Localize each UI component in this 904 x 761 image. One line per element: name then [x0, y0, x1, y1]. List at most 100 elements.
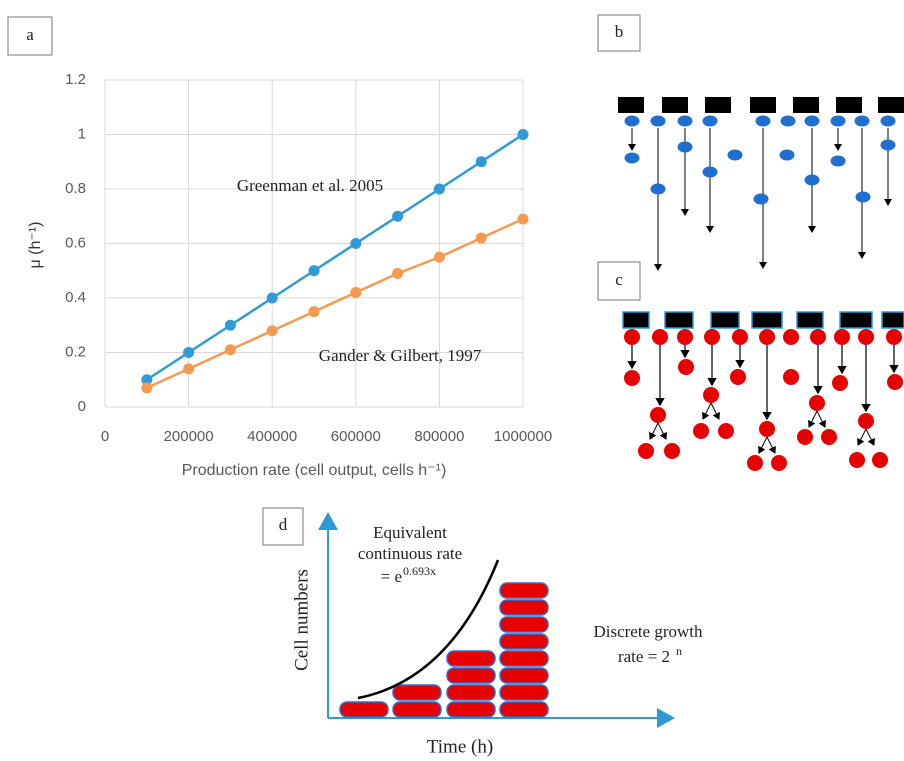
cell	[638, 443, 654, 459]
series-label: Greenman et al. 2005	[237, 176, 383, 195]
marker	[225, 344, 236, 355]
source	[618, 97, 644, 113]
y-tick-label: 0.2	[65, 343, 86, 360]
cell	[831, 116, 846, 127]
cell	[677, 329, 693, 345]
source	[665, 312, 693, 328]
annotation: n	[676, 644, 682, 658]
cell	[625, 153, 640, 164]
cell	[730, 369, 746, 385]
cell	[881, 116, 896, 127]
cell	[886, 329, 902, 345]
cell	[855, 116, 870, 127]
cell	[797, 429, 813, 445]
source	[882, 312, 904, 328]
cell	[625, 116, 640, 127]
marker	[350, 238, 361, 249]
x-tick-label: 800000	[414, 428, 464, 445]
cell	[781, 116, 796, 127]
annotation: Equivalent	[373, 523, 447, 542]
marker	[183, 347, 194, 358]
cell	[678, 359, 694, 375]
x-axis-label: Production rate (cell output, cells h⁻¹)	[182, 462, 447, 479]
marker	[392, 211, 403, 222]
marker	[183, 363, 194, 374]
cell	[747, 455, 763, 471]
marker	[350, 287, 361, 298]
arrow	[658, 423, 666, 439]
x-tick-label: 600000	[331, 428, 381, 445]
cell-bar	[500, 668, 548, 683]
panel-label: a	[26, 25, 34, 44]
line	[147, 135, 523, 380]
annotation: rate = 2	[618, 647, 670, 666]
cell-bar	[447, 685, 495, 700]
marker	[434, 252, 445, 263]
marker	[476, 156, 487, 167]
cell	[732, 329, 748, 345]
cell-bar	[340, 702, 388, 717]
cell	[754, 194, 769, 205]
source	[797, 312, 823, 328]
cell-bar	[500, 685, 548, 700]
x-axis-label: Time (h)	[427, 736, 493, 757]
cell	[664, 443, 680, 459]
cell	[887, 374, 903, 390]
cell	[651, 116, 666, 127]
marker	[267, 293, 278, 304]
arrow	[767, 437, 775, 453]
cell	[832, 375, 848, 391]
annotation: = e	[381, 567, 402, 586]
marker	[309, 306, 320, 317]
cell	[771, 455, 787, 471]
cell	[783, 369, 799, 385]
cell	[703, 387, 719, 403]
source	[840, 312, 872, 328]
x-tick-label: 1000000	[494, 428, 552, 445]
source	[750, 97, 776, 113]
cell	[678, 116, 693, 127]
cell	[693, 423, 709, 439]
cell	[728, 150, 743, 161]
source	[662, 97, 688, 113]
cell	[652, 329, 668, 345]
marker	[434, 184, 445, 195]
arrow	[650, 423, 658, 439]
figure: a b c d Production rate (cell output, ce…	[0, 0, 904, 761]
y-tick-label: 1.2	[65, 71, 86, 88]
annotation: Discrete growth	[593, 622, 703, 641]
cell	[624, 329, 640, 345]
cell	[718, 423, 734, 439]
source	[711, 312, 739, 328]
source	[836, 97, 862, 113]
cell-bar	[500, 600, 548, 615]
annotation: 0.693x	[403, 564, 436, 578]
arrow	[866, 429, 874, 445]
cell	[678, 142, 693, 153]
cell-bar	[447, 668, 495, 683]
arrow	[759, 437, 767, 453]
cell	[849, 452, 865, 468]
cell-bar	[393, 685, 441, 700]
cell	[821, 429, 837, 445]
arrow	[858, 429, 866, 445]
marker	[518, 213, 529, 224]
cell	[703, 116, 718, 127]
panel-label: b	[615, 22, 624, 41]
cell	[703, 167, 718, 178]
cell-bar	[500, 702, 548, 717]
cell	[783, 329, 799, 345]
cell	[856, 192, 871, 203]
x-tick-label: 0	[101, 428, 109, 445]
annotation: continuous rate	[358, 544, 462, 563]
cell-bar	[500, 617, 548, 632]
y-tick-label: 0.6	[65, 234, 86, 251]
panel-label: d	[279, 515, 288, 534]
cell-bar	[393, 702, 441, 717]
cell	[858, 413, 874, 429]
source	[623, 312, 649, 328]
cell-bar	[447, 651, 495, 666]
cell	[651, 184, 666, 195]
cell-bar	[447, 702, 495, 717]
source	[752, 312, 782, 328]
